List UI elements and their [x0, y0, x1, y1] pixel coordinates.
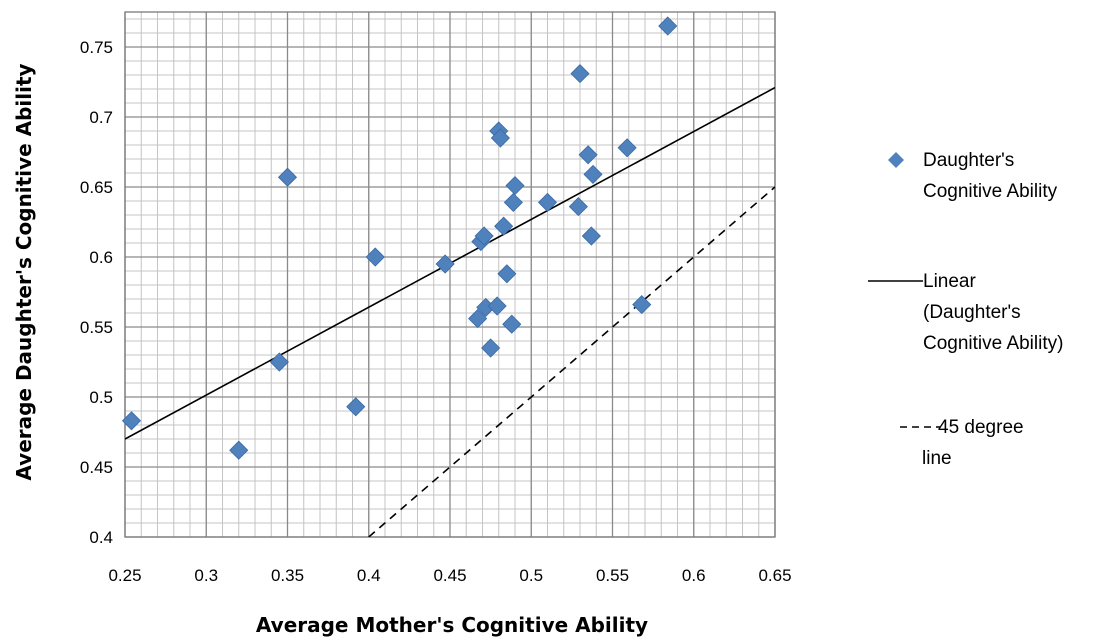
data-point-marker — [497, 264, 517, 284]
major-gridlines — [124, 11, 776, 538]
legend-entry-text: Cognitive Ability — [923, 181, 1058, 202]
y-axis-ticks: 0.4 0.45 0.5 0.55 0.6 0.65 0.7 0.75 — [80, 38, 113, 547]
data-point-marker — [505, 176, 525, 196]
data-point-marker — [229, 440, 249, 460]
data-point-marker — [537, 192, 558, 212]
y-tick-label: 0.7 — [89, 108, 113, 127]
legend-entry-text: Cognitive Ability) — [923, 333, 1063, 354]
y-tick-label: 0.6 — [89, 248, 113, 267]
data-point-marker — [481, 338, 501, 358]
x-tick-label: 0.25 — [108, 566, 141, 585]
legend: Daughter's Cognitive Ability Linear (Daught… — [868, 150, 1063, 469]
data-point-marker — [502, 314, 522, 334]
legend-entry-text: Daughter's — [923, 150, 1014, 171]
data-point-marker — [487, 296, 507, 316]
data-points — [121, 16, 678, 460]
y-tick-label: 0.45 — [80, 458, 113, 477]
legend-entry-text: line — [922, 448, 952, 469]
legend-marker-diamond — [888, 152, 904, 168]
data-point-marker — [490, 128, 510, 148]
forty-five-degree-line — [368, 186, 775, 537]
x-tick-label: 0.3 — [194, 566, 218, 585]
x-tick-label: 0.35 — [271, 566, 304, 585]
legend-entry-text: 45 degree — [938, 417, 1024, 438]
data-point-marker — [435, 254, 455, 274]
data-point-marker — [632, 295, 652, 315]
data-point-marker — [658, 16, 678, 36]
data-point-marker — [277, 167, 298, 187]
data-point-marker — [474, 226, 494, 246]
legend-entry-text: (Daughter's — [923, 302, 1021, 323]
data-point-marker — [583, 164, 603, 184]
x-tick-label: 0.55 — [596, 566, 629, 585]
x-axis-title: Average Mother's Cognitive Ability — [256, 613, 648, 637]
y-axis-title: Average Daughter's Cognitive Ability — [12, 63, 36, 480]
data-point-marker — [365, 247, 385, 267]
y-tick-label: 0.5 — [89, 388, 113, 407]
x-tick-label: 0.6 — [682, 566, 706, 585]
data-point-marker — [570, 64, 590, 84]
data-point-marker — [269, 352, 289, 372]
legend-entry-text: Linear — [923, 271, 976, 292]
data-point-marker — [581, 226, 601, 246]
x-tick-label: 0.65 — [758, 566, 791, 585]
data-point-marker — [468, 309, 488, 329]
data-point-marker — [617, 138, 637, 158]
data-point-marker — [503, 192, 523, 212]
y-tick-label: 0.65 — [80, 178, 113, 197]
x-axis-ticks: 0.25 0.3 0.35 0.4 0.45 0.5 0.55 0.6 0.65 — [108, 566, 791, 585]
plot-border — [124, 11, 776, 538]
x-tick-label: 0.45 — [433, 566, 466, 585]
x-tick-label: 0.4 — [357, 566, 381, 585]
y-tick-label: 0.55 — [80, 318, 113, 337]
data-point-marker — [568, 197, 588, 217]
x-tick-label: 0.5 — [519, 566, 543, 585]
data-point-marker — [346, 397, 366, 417]
data-point-marker — [121, 411, 142, 431]
y-tick-label: 0.4 — [89, 528, 113, 547]
y-tick-label: 0.75 — [80, 38, 113, 57]
data-point-marker — [578, 145, 598, 165]
data-point-marker — [494, 216, 514, 236]
